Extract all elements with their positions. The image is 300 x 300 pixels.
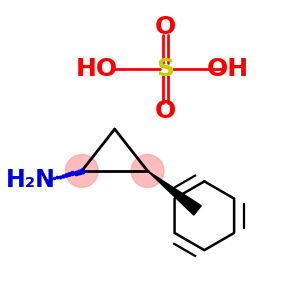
Polygon shape: [148, 171, 201, 215]
Text: H₂N: H₂N: [6, 168, 56, 192]
Text: O: O: [155, 15, 176, 39]
Circle shape: [131, 154, 164, 188]
Text: HO: HO: [76, 57, 118, 81]
Text: OH: OH: [207, 57, 249, 81]
Text: O: O: [155, 99, 176, 123]
Circle shape: [65, 154, 98, 188]
Text: S: S: [157, 57, 175, 81]
